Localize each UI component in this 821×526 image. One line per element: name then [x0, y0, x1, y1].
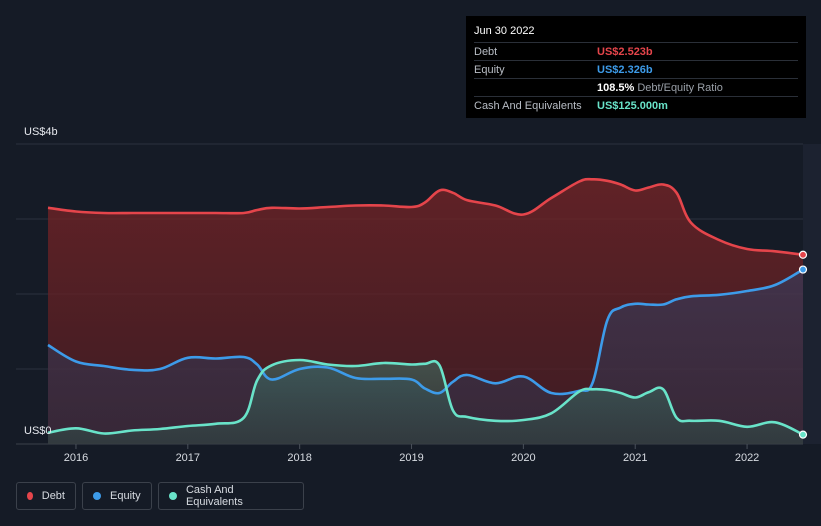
tooltip-value: US$2.326b	[597, 63, 653, 76]
equity-dot-icon	[93, 492, 101, 500]
tooltip-value: US$125.000m	[597, 99, 668, 112]
tooltip-date: Jun 30 2022	[474, 25, 535, 37]
tooltip-row-debt: Debt US$2.523b	[474, 42, 798, 60]
tooltip-note: Debt/Equity Ratio	[637, 81, 723, 94]
tooltip-value: 108.5%	[597, 81, 635, 94]
tooltip-value: US$2.523b	[597, 45, 653, 58]
equity-end-marker	[798, 265, 808, 274]
tooltip-label: Debt	[474, 45, 498, 58]
x-tick-label: 2017	[176, 452, 200, 464]
legend-label: Equity	[110, 490, 141, 502]
cash-and-equivalents-end-marker	[798, 430, 808, 439]
tooltip-label: Equity	[474, 63, 505, 76]
end-markers	[798, 250, 808, 439]
debt-line	[47, 177, 804, 257]
x-tick-label: 2022	[735, 452, 759, 464]
tooltip-row-cash: Cash And Equivalents US$125.000m	[474, 96, 798, 114]
data-tooltip: Jun 30 2022 Debt US$2.523b Equity US$2.3…	[466, 16, 806, 118]
legend-label: Cash And Equivalents	[185, 484, 243, 508]
legend-item-debt[interactable]: Debt	[16, 482, 76, 510]
x-tick-label: 2018	[287, 452, 311, 464]
equity-line	[47, 268, 804, 396]
cash-dot-icon	[169, 492, 177, 500]
x-axis-ticks: 2016 2017 2018 2019 2020 2021 2022	[64, 444, 759, 464]
debt-dot-icon	[27, 492, 33, 500]
series-lines	[47, 177, 804, 436]
x-tick-label: 2020	[511, 452, 535, 464]
x-tick-label: 2019	[399, 452, 423, 464]
tooltip-row-ratio: 108.5% Debt/Equity Ratio	[474, 78, 798, 96]
legend-label: Debt	[41, 490, 65, 502]
tooltip-label: Cash And Equivalents	[474, 99, 582, 112]
debt-end-marker	[798, 250, 808, 259]
legend-item-cash[interactable]: Cash And Equivalents	[158, 482, 304, 510]
cash-and-equivalents-line	[47, 358, 804, 436]
legend-item-equity[interactable]: Equity	[82, 482, 152, 510]
tooltip-row-equity: Equity US$2.326b	[474, 60, 798, 78]
y-axis-bottom-label: US$0	[24, 425, 52, 437]
x-tick-label: 2021	[623, 452, 647, 464]
future-shade	[803, 144, 821, 444]
y-axis-top-label: US$4b	[24, 126, 58, 138]
x-tick-label: 2016	[64, 452, 88, 464]
